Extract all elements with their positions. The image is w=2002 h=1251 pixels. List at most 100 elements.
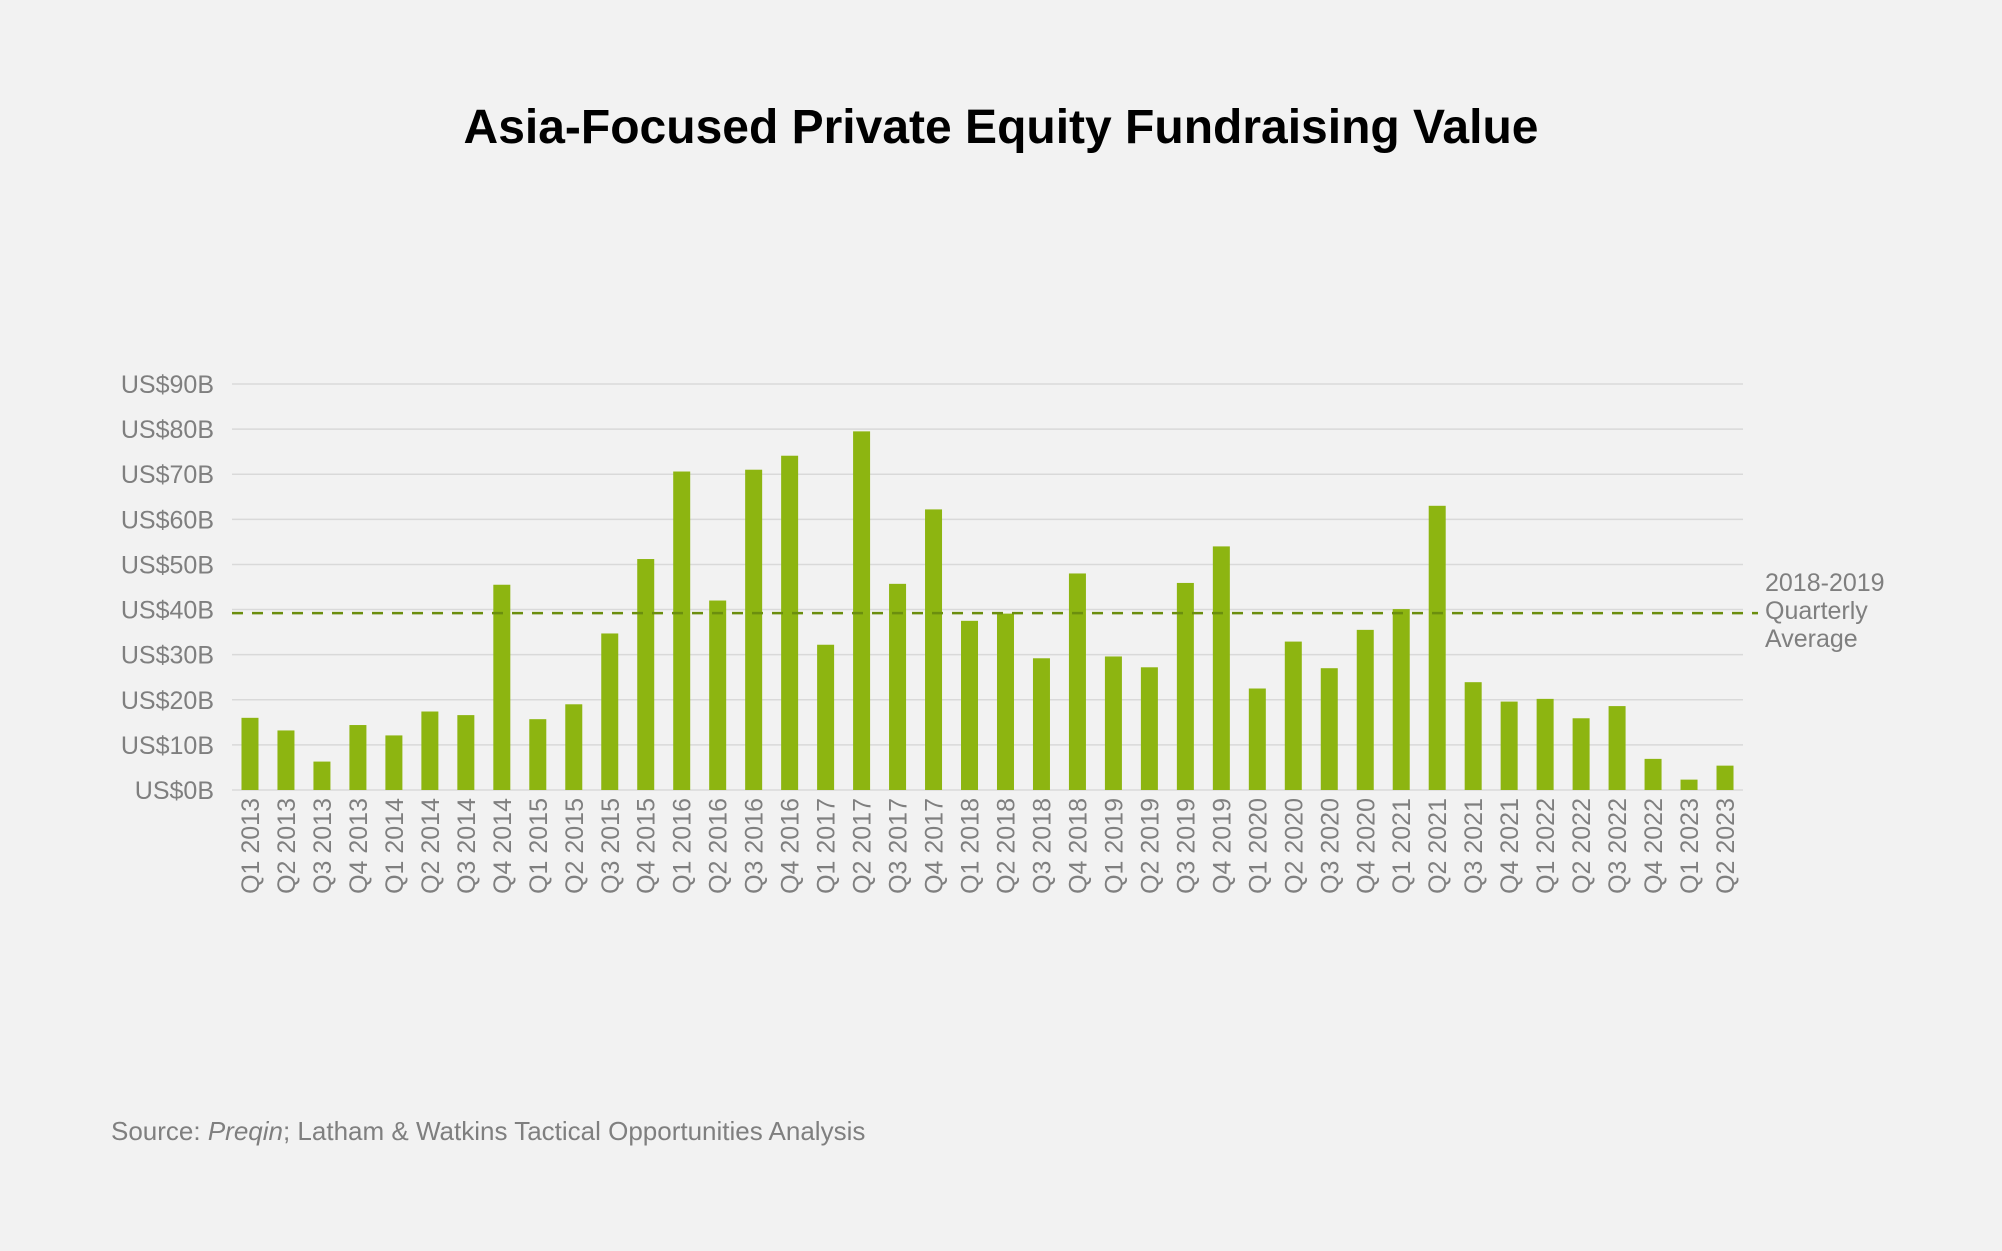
bar [1356, 629, 1374, 790]
x-tick-label: Q2 2013 [273, 798, 301, 894]
bar [1212, 546, 1230, 790]
bar [1392, 609, 1410, 790]
bar [457, 715, 475, 790]
y-tick-label: US$50B [121, 551, 214, 579]
x-tick-label: Q4 2014 [489, 798, 517, 894]
bar [241, 717, 259, 790]
bar [313, 761, 331, 790]
bar [1032, 658, 1050, 790]
bar [1680, 779, 1698, 790]
bar [1068, 573, 1086, 790]
bar [1644, 758, 1662, 790]
reference-line-label: Average [1765, 625, 1858, 653]
x-tick-label: Q1 2019 [1100, 798, 1128, 894]
x-tick-label: Q4 2018 [1064, 798, 1092, 894]
reference-line-label: 2018-2019 [1765, 569, 1885, 597]
bar [1428, 505, 1446, 790]
x-tick-label: Q3 2016 [741, 798, 769, 894]
x-tick-label: Q2 2017 [849, 798, 877, 894]
y-tick-label: US$60B [121, 506, 214, 534]
x-tick-label: Q1 2013 [237, 798, 265, 894]
x-tick-label: Q4 2015 [633, 798, 661, 894]
x-tick-label: Q4 2022 [1640, 798, 1668, 894]
bar [817, 644, 835, 790]
x-tick-label: Q4 2013 [345, 798, 373, 894]
bar [1536, 698, 1554, 790]
bar [889, 583, 907, 790]
x-tick-label: Q2 2019 [1136, 798, 1164, 894]
x-tick-label: Q1 2018 [957, 798, 985, 894]
x-tick-label: Q2 2023 [1712, 798, 1740, 894]
bar [601, 633, 619, 790]
bar [349, 725, 367, 790]
x-tick-label: Q4 2016 [777, 798, 805, 894]
bar [1104, 656, 1122, 790]
bar [781, 455, 799, 790]
x-tick-label: Q1 2017 [813, 798, 841, 894]
bar [1248, 688, 1266, 790]
y-tick-label: US$10B [121, 732, 214, 760]
bar [385, 735, 403, 790]
bar [1716, 765, 1734, 790]
bar [529, 719, 547, 790]
y-tick-label: US$20B [121, 687, 214, 715]
y-tick-label: US$0B [135, 777, 214, 805]
x-tick-label: Q1 2015 [525, 798, 553, 894]
x-tick-label: Q3 2014 [453, 798, 481, 894]
y-tick-label: US$30B [121, 642, 214, 670]
x-tick-label: Q2 2021 [1424, 798, 1452, 894]
bar [961, 620, 979, 790]
source-name: Preqin [207, 1116, 283, 1146]
x-tick-label: Q2 2014 [417, 798, 445, 894]
x-tick-label: Q3 2017 [885, 798, 913, 894]
y-tick-label: US$80B [121, 416, 214, 444]
bar [1320, 668, 1338, 790]
source-suffix: ; Latham & Watkins Tactical Opportunitie… [282, 1116, 866, 1146]
x-tick-label: Q3 2022 [1604, 798, 1632, 894]
x-tick-label: Q4 2020 [1352, 798, 1380, 894]
bar [637, 559, 655, 790]
x-tick-label: Q4 2021 [1496, 798, 1524, 894]
x-tick-label: Q2 2018 [992, 798, 1020, 894]
bar [1500, 701, 1518, 790]
x-tick-label: Q3 2018 [1028, 798, 1056, 894]
x-tick-label: Q1 2014 [381, 798, 409, 894]
bar [1572, 718, 1590, 790]
bar [277, 730, 295, 790]
x-tick-label: Q1 2020 [1244, 798, 1272, 894]
bar [421, 711, 439, 790]
source-prefix: Source: [111, 1116, 208, 1146]
chart-title: Asia-Focused Private Equity Fundraising … [463, 101, 1539, 154]
x-tick-label: Q3 2013 [309, 798, 337, 894]
bar [565, 704, 583, 790]
x-tick-label: Q1 2023 [1676, 798, 1704, 894]
x-tick-label: Q1 2016 [669, 798, 697, 894]
bar [673, 471, 691, 790]
y-tick-label: US$90B [121, 371, 214, 399]
x-tick-label: Q3 2019 [1172, 798, 1200, 894]
y-tick-label: US$40B [121, 597, 214, 625]
x-tick-label: Q3 2020 [1316, 798, 1344, 894]
bar [853, 431, 871, 790]
bar [493, 584, 511, 790]
x-tick-label: Q2 2016 [705, 798, 733, 894]
bar [1284, 641, 1302, 790]
x-tick-label: Q2 2020 [1280, 798, 1308, 894]
bar [1608, 706, 1626, 790]
bar [925, 509, 943, 790]
x-tick-label: Q1 2022 [1532, 798, 1560, 894]
x-tick-label: Q4 2017 [921, 798, 949, 894]
bar [1176, 582, 1194, 790]
bar [709, 600, 727, 790]
source-note: Source: Preqin; Latham & Watkins Tactica… [111, 1116, 865, 1147]
x-tick-label: Q2 2022 [1568, 798, 1596, 894]
bar [745, 469, 763, 790]
bar [1464, 682, 1482, 790]
x-tick-label: Q2 2015 [561, 798, 589, 894]
x-tick-label: Q1 2021 [1388, 798, 1416, 894]
bar [1140, 667, 1158, 790]
reference-line-label: Quarterly [1765, 597, 1868, 625]
y-tick-label: US$70B [121, 461, 214, 489]
x-tick-label: Q4 2019 [1208, 798, 1236, 894]
